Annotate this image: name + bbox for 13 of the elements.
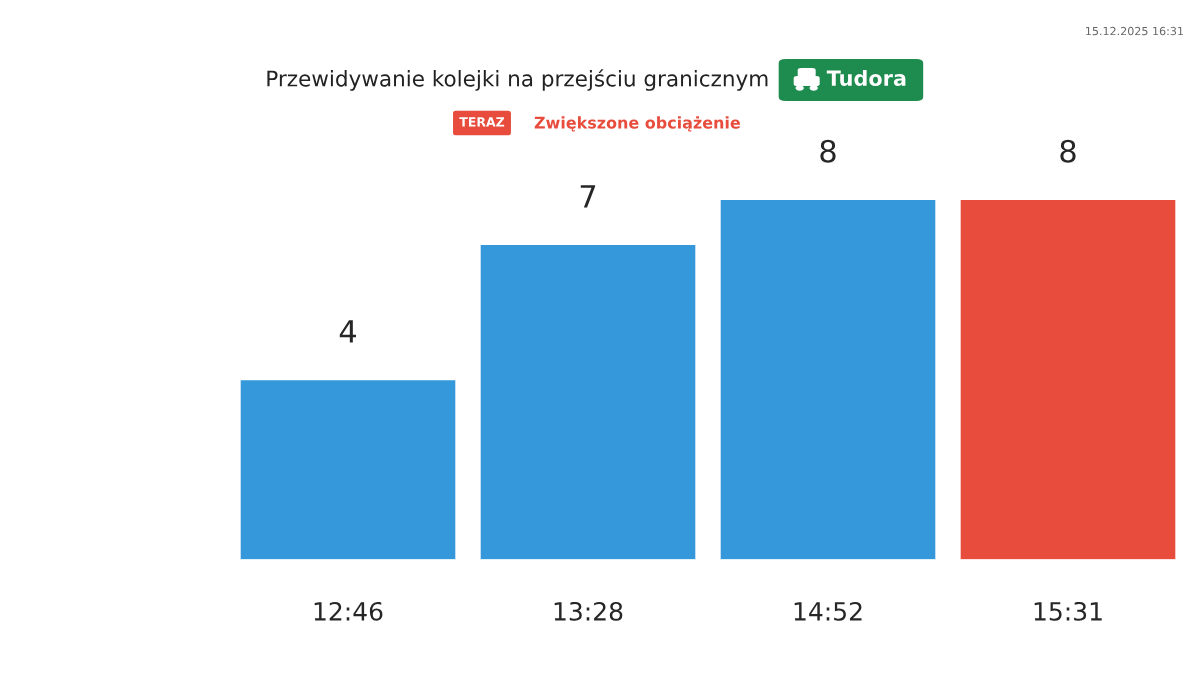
x-tick-label: 14:52 [794, 601, 862, 621]
data-label: 8 [1060, 139, 1076, 163]
chart-title: Przewidywanie kolejki na przejściu granicznym [267, 69, 768, 91]
text: 15.12.2025 16:31 [1086, 26, 1183, 36]
data-label: 4 [339, 320, 357, 343]
text: TERAZ [459, 117, 505, 127]
text: Tudora [826, 69, 906, 87]
text: Zwiększone obciążenie [534, 116, 740, 132]
x-tick-label: 15:31 [1034, 601, 1102, 621]
data-label: 8 [820, 139, 836, 163]
x-tick-label: 13:28 [554, 601, 623, 621]
x-tick-label: 12:46 [314, 601, 383, 621]
data-label: 7 [580, 185, 596, 208]
